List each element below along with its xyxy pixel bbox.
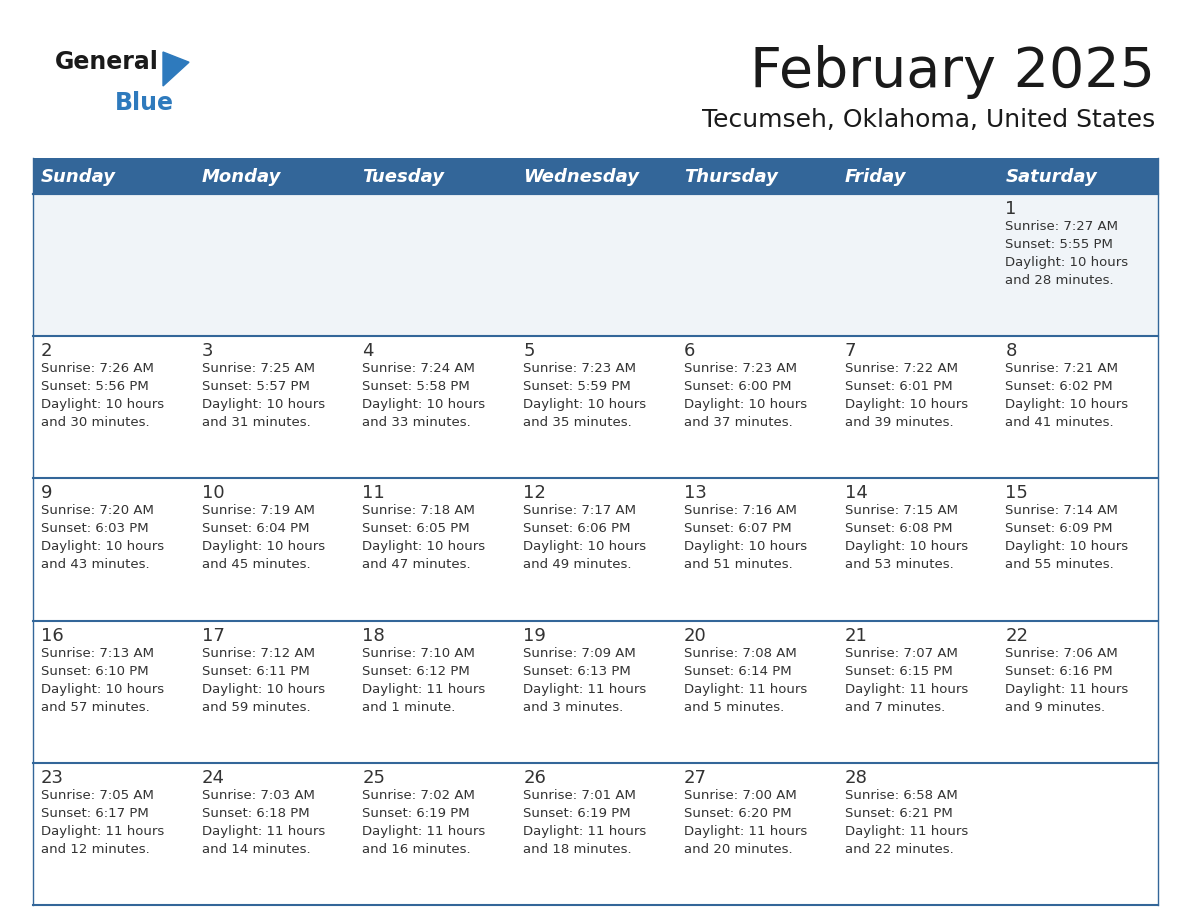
Text: Sunrise: 7:00 AM
Sunset: 6:20 PM
Daylight: 11 hours
and 20 minutes.: Sunrise: 7:00 AM Sunset: 6:20 PM Dayligh… xyxy=(684,789,807,856)
Text: Sunrise: 7:24 AM
Sunset: 5:58 PM
Daylight: 10 hours
and 33 minutes.: Sunrise: 7:24 AM Sunset: 5:58 PM Dayligh… xyxy=(362,363,486,430)
Bar xyxy=(676,158,836,194)
Text: Tecumseh, Oklahoma, United States: Tecumseh, Oklahoma, United States xyxy=(702,108,1155,132)
Bar xyxy=(33,478,1158,621)
Text: Sunday: Sunday xyxy=(42,168,116,186)
Text: Sunrise: 7:10 AM
Sunset: 6:12 PM
Daylight: 11 hours
and 1 minute.: Sunrise: 7:10 AM Sunset: 6:12 PM Dayligh… xyxy=(362,646,486,713)
Text: 15: 15 xyxy=(1005,485,1028,502)
Text: Sunrise: 7:27 AM
Sunset: 5:55 PM
Daylight: 10 hours
and 28 minutes.: Sunrise: 7:27 AM Sunset: 5:55 PM Dayligh… xyxy=(1005,220,1129,287)
Text: 7: 7 xyxy=(845,342,857,360)
Text: Sunrise: 7:03 AM
Sunset: 6:18 PM
Daylight: 11 hours
and 14 minutes.: Sunrise: 7:03 AM Sunset: 6:18 PM Dayligh… xyxy=(202,789,326,856)
Text: Friday: Friday xyxy=(845,168,906,186)
Text: Sunrise: 7:22 AM
Sunset: 6:01 PM
Daylight: 10 hours
and 39 minutes.: Sunrise: 7:22 AM Sunset: 6:01 PM Dayligh… xyxy=(845,363,968,430)
Text: 18: 18 xyxy=(362,627,385,644)
Text: Sunrise: 7:15 AM
Sunset: 6:08 PM
Daylight: 10 hours
and 53 minutes.: Sunrise: 7:15 AM Sunset: 6:08 PM Dayligh… xyxy=(845,504,968,571)
Text: General: General xyxy=(55,50,159,74)
Text: Sunrise: 7:13 AM
Sunset: 6:10 PM
Daylight: 10 hours
and 57 minutes.: Sunrise: 7:13 AM Sunset: 6:10 PM Dayligh… xyxy=(42,646,164,713)
Text: 3: 3 xyxy=(202,342,213,360)
Text: 2: 2 xyxy=(42,342,52,360)
Text: Sunrise: 7:08 AM
Sunset: 6:14 PM
Daylight: 11 hours
and 5 minutes.: Sunrise: 7:08 AM Sunset: 6:14 PM Dayligh… xyxy=(684,646,807,713)
Text: 21: 21 xyxy=(845,627,867,644)
Text: 8: 8 xyxy=(1005,342,1017,360)
Text: Sunrise: 7:18 AM
Sunset: 6:05 PM
Daylight: 10 hours
and 47 minutes.: Sunrise: 7:18 AM Sunset: 6:05 PM Dayligh… xyxy=(362,504,486,571)
Text: Sunrise: 7:06 AM
Sunset: 6:16 PM
Daylight: 11 hours
and 9 minutes.: Sunrise: 7:06 AM Sunset: 6:16 PM Dayligh… xyxy=(1005,646,1129,713)
Text: 24: 24 xyxy=(202,768,225,787)
Text: 14: 14 xyxy=(845,485,867,502)
Text: Sunrise: 7:07 AM
Sunset: 6:15 PM
Daylight: 11 hours
and 7 minutes.: Sunrise: 7:07 AM Sunset: 6:15 PM Dayligh… xyxy=(845,646,968,713)
Bar xyxy=(33,336,1158,478)
Text: 9: 9 xyxy=(42,485,52,502)
Text: Sunrise: 7:23 AM
Sunset: 5:59 PM
Daylight: 10 hours
and 35 minutes.: Sunrise: 7:23 AM Sunset: 5:59 PM Dayligh… xyxy=(523,363,646,430)
Text: Sunrise: 7:25 AM
Sunset: 5:57 PM
Daylight: 10 hours
and 31 minutes.: Sunrise: 7:25 AM Sunset: 5:57 PM Dayligh… xyxy=(202,363,324,430)
Text: 20: 20 xyxy=(684,627,707,644)
Text: Wednesday: Wednesday xyxy=(523,168,639,186)
Text: Sunrise: 7:02 AM
Sunset: 6:19 PM
Daylight: 11 hours
and 16 minutes.: Sunrise: 7:02 AM Sunset: 6:19 PM Dayligh… xyxy=(362,789,486,856)
Text: Blue: Blue xyxy=(115,91,173,115)
Text: Sunrise: 7:17 AM
Sunset: 6:06 PM
Daylight: 10 hours
and 49 minutes.: Sunrise: 7:17 AM Sunset: 6:06 PM Dayligh… xyxy=(523,504,646,571)
Text: Sunrise: 7:09 AM
Sunset: 6:13 PM
Daylight: 11 hours
and 3 minutes.: Sunrise: 7:09 AM Sunset: 6:13 PM Dayligh… xyxy=(523,646,646,713)
Text: 5: 5 xyxy=(523,342,535,360)
Text: Sunrise: 7:21 AM
Sunset: 6:02 PM
Daylight: 10 hours
and 41 minutes.: Sunrise: 7:21 AM Sunset: 6:02 PM Dayligh… xyxy=(1005,363,1129,430)
Text: Sunrise: 7:16 AM
Sunset: 6:07 PM
Daylight: 10 hours
and 51 minutes.: Sunrise: 7:16 AM Sunset: 6:07 PM Dayligh… xyxy=(684,504,807,571)
Bar xyxy=(836,158,997,194)
Text: Sunrise: 6:58 AM
Sunset: 6:21 PM
Daylight: 11 hours
and 22 minutes.: Sunrise: 6:58 AM Sunset: 6:21 PM Dayligh… xyxy=(845,789,968,856)
Text: 19: 19 xyxy=(523,627,546,644)
Text: Thursday: Thursday xyxy=(684,168,778,186)
Text: Sunrise: 7:14 AM
Sunset: 6:09 PM
Daylight: 10 hours
and 55 minutes.: Sunrise: 7:14 AM Sunset: 6:09 PM Dayligh… xyxy=(1005,504,1129,571)
Polygon shape xyxy=(163,52,189,86)
Text: 22: 22 xyxy=(1005,627,1029,644)
Bar xyxy=(516,158,676,194)
Text: 17: 17 xyxy=(202,627,225,644)
Text: Monday: Monday xyxy=(202,168,282,186)
Text: Sunrise: 7:26 AM
Sunset: 5:56 PM
Daylight: 10 hours
and 30 minutes.: Sunrise: 7:26 AM Sunset: 5:56 PM Dayligh… xyxy=(42,363,164,430)
Text: Sunrise: 7:12 AM
Sunset: 6:11 PM
Daylight: 10 hours
and 59 minutes.: Sunrise: 7:12 AM Sunset: 6:11 PM Dayligh… xyxy=(202,646,324,713)
Text: Sunrise: 7:05 AM
Sunset: 6:17 PM
Daylight: 11 hours
and 12 minutes.: Sunrise: 7:05 AM Sunset: 6:17 PM Dayligh… xyxy=(42,789,164,856)
Bar xyxy=(194,158,354,194)
Text: Sunrise: 7:01 AM
Sunset: 6:19 PM
Daylight: 11 hours
and 18 minutes.: Sunrise: 7:01 AM Sunset: 6:19 PM Dayligh… xyxy=(523,789,646,856)
Text: 16: 16 xyxy=(42,627,64,644)
Text: Sunrise: 7:23 AM
Sunset: 6:00 PM
Daylight: 10 hours
and 37 minutes.: Sunrise: 7:23 AM Sunset: 6:00 PM Dayligh… xyxy=(684,363,807,430)
Text: 12: 12 xyxy=(523,485,546,502)
Text: 27: 27 xyxy=(684,768,707,787)
Text: 25: 25 xyxy=(362,768,385,787)
Text: 6: 6 xyxy=(684,342,695,360)
Text: 26: 26 xyxy=(523,768,546,787)
Text: 13: 13 xyxy=(684,485,707,502)
Text: 10: 10 xyxy=(202,485,225,502)
Text: Tuesday: Tuesday xyxy=(362,168,444,186)
Text: 1: 1 xyxy=(1005,200,1017,218)
Text: 23: 23 xyxy=(42,768,64,787)
Text: Saturday: Saturday xyxy=(1005,168,1097,186)
Text: Sunrise: 7:20 AM
Sunset: 6:03 PM
Daylight: 10 hours
and 43 minutes.: Sunrise: 7:20 AM Sunset: 6:03 PM Dayligh… xyxy=(42,504,164,571)
Bar xyxy=(33,194,1158,336)
Bar xyxy=(33,158,194,194)
Bar xyxy=(997,158,1158,194)
Text: February 2025: February 2025 xyxy=(750,45,1155,99)
Text: 4: 4 xyxy=(362,342,374,360)
Bar xyxy=(354,158,516,194)
Bar xyxy=(33,763,1158,905)
Text: 11: 11 xyxy=(362,485,385,502)
Text: Sunrise: 7:19 AM
Sunset: 6:04 PM
Daylight: 10 hours
and 45 minutes.: Sunrise: 7:19 AM Sunset: 6:04 PM Dayligh… xyxy=(202,504,324,571)
Text: 28: 28 xyxy=(845,768,867,787)
Bar xyxy=(33,621,1158,763)
